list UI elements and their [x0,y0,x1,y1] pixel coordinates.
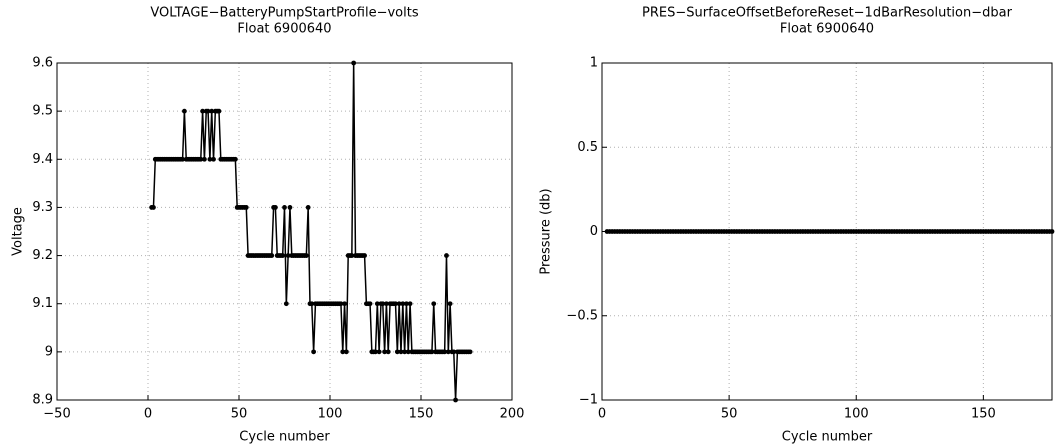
data-point [447,301,453,307]
x-tick-label: 150 [409,407,434,422]
y-tick-label: −0.5 [566,308,598,323]
y-tick-label: 0 [590,224,598,239]
data-point [407,301,413,307]
data-point [282,205,287,210]
x-tick-label: 150 [971,407,996,422]
x-tick-label: 200 [500,407,525,422]
data-point [232,156,238,162]
data-point [340,349,346,355]
data-point [285,253,291,258]
y-tick-label: 9.1 [32,296,53,311]
data-point [209,108,215,114]
data-point [182,108,187,114]
data-point [405,349,411,355]
y-tick-label: 9 [45,344,53,359]
data-point [342,301,347,307]
data-point [373,349,378,355]
y-axis-label: Pressure (db) [539,188,554,274]
data-point [394,349,400,355]
data-point [393,301,398,307]
data-point [200,108,206,114]
data-point [367,301,373,307]
x-tick-label: 100 [318,407,343,422]
y-tick-label: 9.6 [32,56,53,71]
data-point [305,205,311,210]
data-point [287,205,293,210]
y-tick-label: 9.5 [32,104,53,119]
x-tick-label: 50 [231,407,248,422]
chart-panel: PRES−SurfaceOffsetBeforeReset−1dBarResol… [539,6,1055,445]
data-point [382,349,387,355]
plot-frame [56,62,513,401]
data-point [442,349,448,355]
data-point [451,349,457,355]
data-point [151,205,156,210]
data-point [343,349,349,355]
data-point [273,205,278,210]
data-point [398,349,404,355]
x-tick-label: −50 [43,407,70,422]
data-point [303,253,309,258]
x-tick-label: 50 [721,407,738,422]
data-point [280,253,286,258]
data-point [400,301,406,307]
y-tick-label: 8.9 [32,393,53,408]
data-point [374,301,380,307]
x-tick-label: 100 [844,407,869,422]
x-tick-label: 0 [598,407,606,422]
x-tick-label: 0 [144,407,152,422]
data-point [211,156,216,162]
data-point [205,108,211,114]
chart-subtitle: Float 6900640 [237,22,331,37]
data-point [349,253,355,258]
x-axis-label: Cycle number [782,430,873,445]
data-point [384,301,389,307]
data-point [402,349,408,355]
data-point [445,349,451,355]
y-tick-label: 9.4 [32,152,53,167]
data-point [396,301,402,307]
data-point [311,349,317,355]
chart-panel: VOLTAGE−BatteryPumpStartProfile−voltsFlo… [11,6,525,445]
data-point [309,301,315,307]
y-tick-label: 0.5 [577,140,598,155]
chart-title: VOLTAGE−BatteryPumpStartProfile−volts [150,6,418,21]
y-tick-label: −1 [579,393,598,408]
data-point [444,253,449,258]
y-tick-label: 9.3 [32,200,53,215]
x-axis-label: Cycle number [239,430,330,445]
data-point [385,349,391,355]
y-tick-label: 1 [590,56,598,71]
data-point [207,156,213,162]
chart-subtitle: Float 6900640 [780,22,874,37]
data-point [198,156,204,162]
data-point [431,301,437,307]
chart-title: PRES−SurfaceOffsetBeforeReset−1dBarResol… [642,6,1013,21]
data-point [202,156,207,162]
y-axis-label: Voltage [11,207,26,256]
data-point [283,301,289,307]
data-point [362,253,367,258]
data-point [429,349,435,355]
data-point [467,349,473,355]
data-point [180,156,185,162]
data-point [216,108,222,114]
data-point [404,301,409,307]
plot-frame [601,62,1053,401]
data-point [338,301,344,307]
y-tick-label: 9.2 [32,248,53,263]
data-point [243,205,249,210]
data-point [376,349,382,355]
data-point [269,253,275,258]
data-point [380,301,386,307]
